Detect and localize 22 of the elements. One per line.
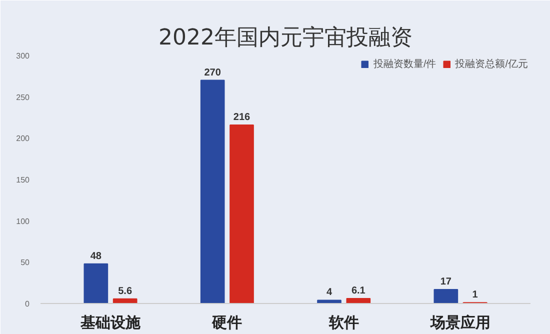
y-tick-label: 0 <box>25 300 30 308</box>
y-tick-label: 200 <box>16 134 30 144</box>
data-label: 4 <box>326 287 332 298</box>
x-tick-label: 硬件 <box>211 314 242 332</box>
data-label: 5.6 <box>118 286 132 297</box>
legend-label: 投融资总额/亿元 <box>455 58 528 71</box>
y-tick-label: 150 <box>16 176 30 184</box>
data-label: 17 <box>440 276 452 288</box>
chart-title: 2022年国内元宇宙投融资 <box>158 26 413 50</box>
x-tick-label: 软件 <box>328 314 359 332</box>
data-label: 216 <box>233 112 251 123</box>
data-label: 270 <box>204 67 222 78</box>
y-tick-label: 300 <box>16 52 30 60</box>
y-tick-label: 100 <box>16 216 30 226</box>
legend-label: 投融资数量/件 <box>373 58 436 71</box>
x-tick-label: 基础设施 <box>80 314 142 332</box>
data-label: 6.1 <box>351 285 366 296</box>
y-tick-label: 250 <box>16 92 30 102</box>
data-label: 48 <box>90 250 102 262</box>
y-tick-label: 50 <box>20 258 30 268</box>
data-label: 1 <box>472 290 478 301</box>
x-tick-label: 场景应用 <box>430 314 490 332</box>
